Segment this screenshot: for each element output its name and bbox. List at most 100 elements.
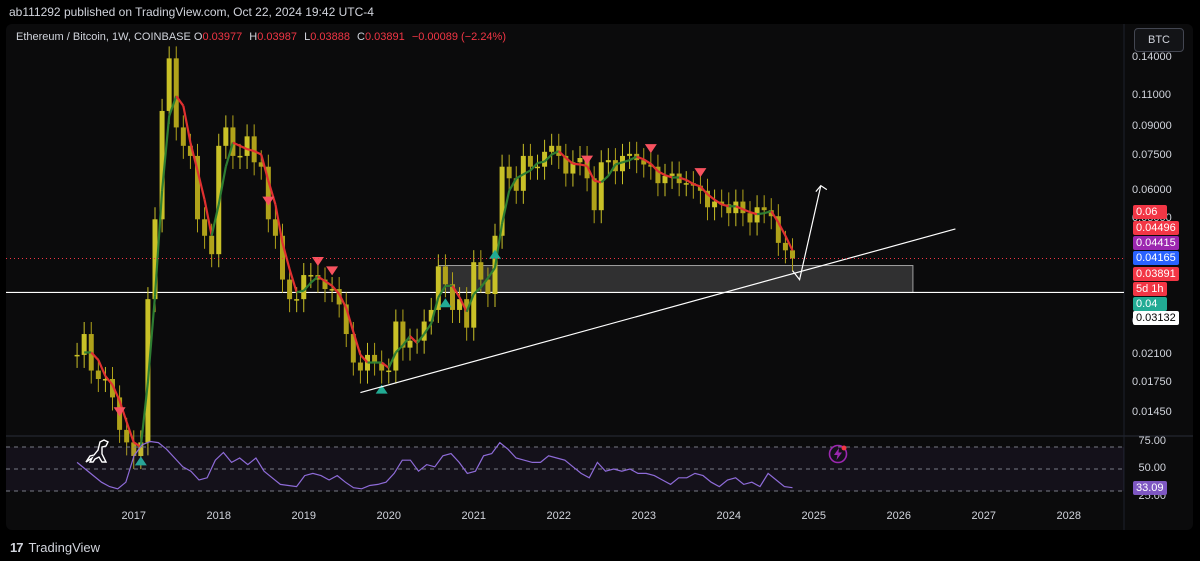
candle-body bbox=[372, 354, 378, 363]
published-bar: ab111292 published on TradingView.com, O… bbox=[0, 0, 1200, 24]
moving-average-segment bbox=[281, 242, 291, 270]
price-tick-label: 0.09000 bbox=[1132, 120, 1172, 133]
candle-body bbox=[187, 145, 193, 156]
candle-body bbox=[719, 201, 725, 205]
candle-body bbox=[513, 178, 519, 191]
moving-average-segment bbox=[90, 351, 100, 361]
moving-average-segment bbox=[381, 361, 390, 369]
moving-average-segment bbox=[139, 381, 150, 447]
moving-average-segment bbox=[600, 175, 610, 184]
candle-body bbox=[485, 279, 491, 295]
candle-body bbox=[209, 235, 215, 255]
candle-body bbox=[506, 166, 512, 179]
candle-body bbox=[386, 370, 392, 373]
time-tick-label: 2017 bbox=[121, 510, 146, 522]
rsi-current-tag: 33.09 bbox=[1133, 480, 1167, 495]
chart-canvas[interactable] bbox=[6, 24, 1193, 530]
moving-average-segment bbox=[175, 95, 185, 107]
candle-body bbox=[343, 304, 349, 335]
high-label: H bbox=[249, 31, 258, 43]
moving-average-segment bbox=[387, 351, 397, 369]
candle-body bbox=[655, 166, 661, 184]
candle-body bbox=[620, 155, 625, 172]
moving-average-segment bbox=[622, 159, 630, 164]
candle-body bbox=[357, 362, 363, 371]
moving-average-segment bbox=[742, 208, 751, 214]
moving-average-segment bbox=[586, 165, 596, 182]
candle-body bbox=[605, 160, 611, 163]
candle-body bbox=[556, 145, 562, 156]
candle-body bbox=[244, 136, 250, 156]
candle-body bbox=[322, 279, 328, 290]
candle-body bbox=[102, 378, 108, 381]
moving-average-segment bbox=[189, 142, 199, 171]
price-tick-label: 0.02100 bbox=[1132, 347, 1172, 360]
price-tick-label: 0.01450 bbox=[1132, 405, 1172, 418]
candle-body bbox=[138, 442, 144, 456]
candle-body bbox=[464, 299, 470, 328]
moving-average-segment bbox=[777, 221, 787, 237]
close-value: 0.03891 bbox=[364, 31, 405, 43]
candle-body bbox=[478, 262, 484, 280]
moving-average-segment bbox=[302, 281, 312, 292]
tradingview-logo: 17 bbox=[10, 540, 24, 555]
candle-body bbox=[421, 321, 427, 341]
ascending-trendline bbox=[360, 228, 956, 394]
moving-average-segment bbox=[111, 384, 121, 402]
moving-average-segment bbox=[160, 116, 171, 191]
candle-body bbox=[641, 160, 647, 165]
footer-brand: TradingView bbox=[28, 540, 101, 555]
low-value: 0.03888 bbox=[310, 31, 350, 43]
moving-average-segment bbox=[465, 293, 475, 313]
open-label: O bbox=[193, 31, 203, 43]
lightning-icon[interactable] bbox=[828, 444, 848, 464]
candle-body bbox=[131, 442, 137, 456]
moving-average-segment bbox=[678, 176, 687, 181]
price-tag: 5d 1h bbox=[1133, 282, 1167, 296]
moving-average-segment bbox=[699, 185, 709, 196]
candle-body bbox=[683, 183, 689, 185]
close-label: C bbox=[357, 31, 365, 43]
sell-signal-marker bbox=[581, 155, 594, 165]
price-tick-label: 0.06000 bbox=[1132, 183, 1172, 196]
chart-frame[interactable]: Ethereum / Bitcoin, 1W, COINBASE O0.0397… bbox=[6, 24, 1193, 530]
moving-average-segment bbox=[395, 344, 404, 354]
moving-average-segment bbox=[239, 144, 248, 151]
candle-body bbox=[775, 216, 781, 243]
moving-average-segment bbox=[210, 204, 220, 237]
candle-body bbox=[173, 58, 179, 128]
candle-body bbox=[195, 155, 200, 220]
moving-average-segment bbox=[182, 105, 192, 143]
sell-signal-marker bbox=[113, 407, 126, 417]
moving-average-segment bbox=[650, 162, 659, 172]
rsi-tick-label: 75.00 bbox=[1138, 434, 1166, 447]
time-tick-label: 2026 bbox=[886, 510, 911, 522]
moving-average-segment bbox=[359, 354, 369, 364]
candle-body bbox=[669, 173, 675, 176]
moving-average-segment bbox=[713, 198, 723, 206]
candle-body bbox=[747, 213, 753, 223]
moving-average-segment bbox=[763, 210, 772, 215]
moving-average-segment bbox=[543, 153, 553, 163]
moving-average-segment bbox=[572, 162, 581, 166]
candle-body bbox=[442, 266, 448, 285]
candle-body bbox=[535, 166, 540, 169]
candle-body bbox=[180, 127, 186, 146]
time-tick-label: 2028 bbox=[1056, 510, 1081, 522]
price-tag: 0.04165 bbox=[1133, 251, 1179, 265]
time-tick-label: 2024 bbox=[716, 510, 741, 522]
candle-body bbox=[95, 370, 101, 379]
candle-body bbox=[237, 155, 243, 158]
time-tick-label: 2027 bbox=[971, 510, 996, 522]
projection-path bbox=[792, 185, 822, 281]
rsi-line bbox=[76, 440, 793, 490]
currency-button[interactable]: BTC bbox=[1134, 28, 1184, 52]
moving-average-segment bbox=[770, 210, 780, 224]
moving-average-segment bbox=[246, 148, 255, 153]
moving-average-segment bbox=[537, 160, 545, 165]
candle-body bbox=[74, 354, 80, 357]
candle-body bbox=[591, 178, 597, 211]
candle-body bbox=[301, 275, 307, 300]
moving-average-segment bbox=[423, 322, 433, 335]
candle-body bbox=[166, 58, 172, 111]
